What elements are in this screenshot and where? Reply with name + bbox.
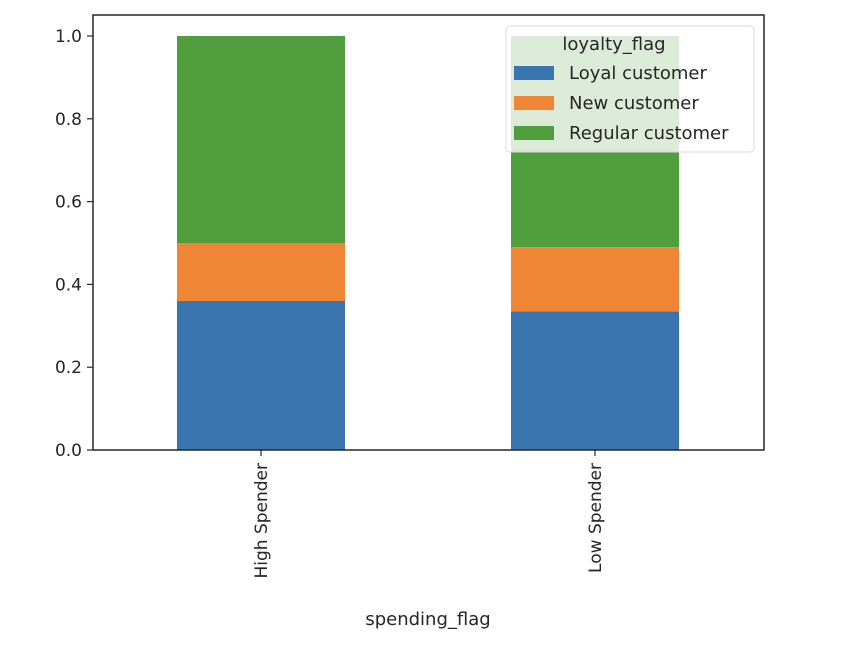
legend: loyalty_flag Loyal customer New customer Re… xyxy=(505,25,755,153)
x-axis-label: spending_flag xyxy=(365,609,490,630)
y-tick-label: 0.8 xyxy=(55,110,82,130)
y-tick-label: 0.2 xyxy=(55,358,82,378)
y-tick-label: 1.0 xyxy=(55,27,82,47)
y-axis: 0.0 0.2 0.4 0.6 0.8 1.0 xyxy=(55,27,93,461)
legend-box xyxy=(505,25,755,153)
x-axis: High Spender Low Spender xyxy=(252,450,606,579)
bar-segment xyxy=(177,36,345,243)
bar-segment xyxy=(511,247,679,312)
legend-label: Regular customer xyxy=(569,123,729,144)
legend-swatch xyxy=(514,66,554,80)
legend-label: Loyal customer xyxy=(569,63,707,84)
legend-swatch xyxy=(514,96,554,110)
legend-swatch xyxy=(514,126,554,140)
y-tick-label: 0.6 xyxy=(55,193,82,213)
y-tick-label: 0.0 xyxy=(55,441,82,461)
legend-title: loyalty_flag xyxy=(562,34,665,55)
bar-segment xyxy=(177,243,345,301)
legend-label: New customer xyxy=(569,93,699,114)
plot-area-frame xyxy=(92,14,765,451)
x-tick-label: Low Spender xyxy=(586,463,606,573)
y-tick-label: 0.4 xyxy=(55,275,82,295)
bar-segment xyxy=(177,300,345,450)
bar-segment xyxy=(511,311,679,450)
x-tick-label: High Spender xyxy=(252,463,272,579)
